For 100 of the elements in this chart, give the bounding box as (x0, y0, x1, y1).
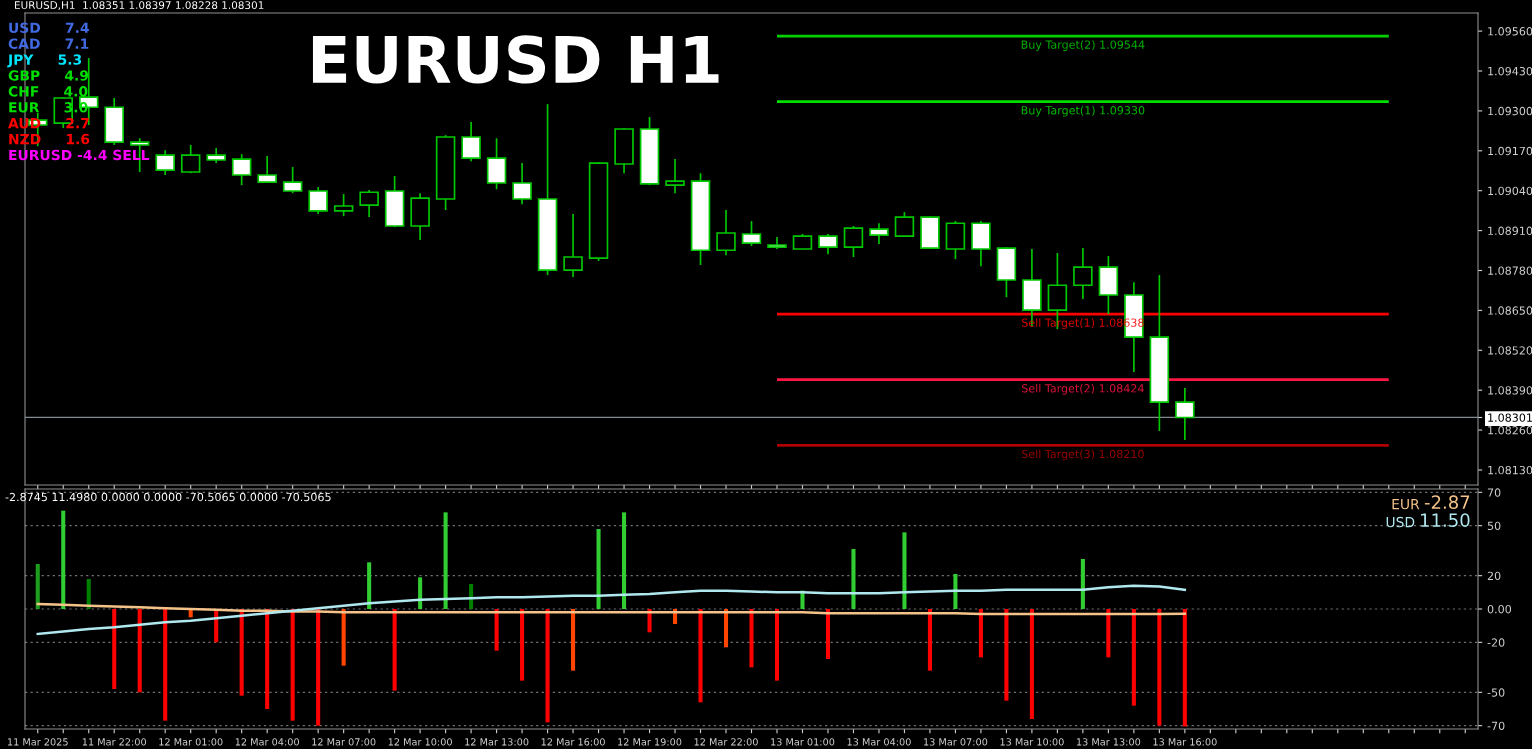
bar (1157, 609, 1162, 726)
line-series (36, 584, 1187, 636)
candlestick (843, 225, 864, 258)
bar (61, 510, 66, 609)
candlestick (818, 233, 838, 256)
bar (571, 609, 576, 671)
y-tick-label: -50 (1487, 688, 1505, 697)
line-series (36, 602, 1187, 616)
annotation: USD 7.4 (9, 22, 89, 34)
x-tick-label: 12 Mar 13:00 (465, 738, 529, 746)
bar (698, 609, 703, 703)
x-tick-label: 13 Mar 16:00 (1153, 738, 1217, 746)
y-tick-label: 1.08650 (1488, 306, 1532, 315)
x-tick-label: 12 Mar 04:00 (235, 738, 299, 746)
y-tick-label: 50 (1487, 521, 1501, 531)
bar (367, 562, 372, 609)
bar (112, 609, 117, 689)
candlestick (359, 189, 379, 218)
y-tick-label: 20 (1487, 571, 1501, 581)
candlestick (869, 222, 889, 245)
y-tick-label: 1.08301 (1488, 413, 1532, 422)
candlestick (461, 121, 481, 163)
annotation: JPY 5.3 (7, 54, 82, 68)
annotation: CAD 7.1 (8, 38, 89, 49)
x-tick-label: 12 Mar 16:00 (541, 738, 605, 746)
candlestick (1073, 247, 1093, 300)
bar (978, 609, 983, 658)
candlestick (894, 211, 915, 238)
y-tick-label: 1.08260 (1488, 426, 1532, 435)
bar (825, 609, 831, 659)
bar (418, 577, 423, 609)
bar (851, 549, 856, 609)
y-tick-label: 1.09040 (1488, 186, 1532, 196)
x-tick-label: 11 Mar 22:00 (82, 738, 147, 746)
y-tick-label: 1.09430 (1488, 66, 1532, 76)
bar (1004, 609, 1009, 701)
candlestick (333, 193, 354, 217)
bar (137, 609, 142, 693)
candlestick (180, 144, 201, 175)
bar (520, 609, 525, 681)
ref-line-label: Buy Target(1) 1.09330 (1021, 105, 1145, 117)
y-tick-label: -70 (1487, 721, 1505, 731)
bar (316, 609, 321, 726)
ref-line-label: Buy Target(2) 1.09544 (1021, 40, 1145, 51)
bar (774, 609, 780, 681)
x-tick-label: 13 Mar 01:00 (771, 738, 835, 746)
bar (341, 609, 346, 666)
x-tick-label: 12 Mar 07:00 (312, 738, 376, 746)
bar (35, 564, 40, 609)
candlestick (741, 220, 762, 247)
bar (723, 609, 729, 648)
bar (392, 609, 397, 691)
bar (749, 609, 754, 668)
y-tick-label: 1.08780 (1488, 266, 1532, 275)
y-tick-label: 1.09300 (1488, 106, 1532, 116)
annotation: -2.8745 11.4980 0.0000 0.0000 -70.5065 0.0000 -70.5065 (5, 492, 331, 502)
y-tick-label: 1.08130 (1488, 465, 1532, 475)
candlestick (257, 155, 277, 184)
annotation: -2.87 (1424, 495, 1470, 509)
bar (1029, 609, 1034, 719)
x-tick-label: 13 Mar 13:00 (1076, 738, 1141, 746)
y-tick-label: 1.09170 (1488, 146, 1532, 156)
bar (443, 512, 448, 609)
ref-line-label: Sell Target(2) 1.08424 (1022, 383, 1144, 395)
candlestick (155, 149, 175, 176)
y-tick-label: -20 (1487, 638, 1505, 647)
bar (163, 609, 168, 721)
bar (596, 529, 601, 609)
y-tick-label: 1.08390 (1488, 386, 1532, 395)
bar (1182, 609, 1187, 727)
x-tick-label: 13 Mar 04:00 (847, 738, 911, 746)
text: EURUSD,H1 1.08351 1.08397 1.08228 1.08301 (15, 1, 264, 11)
bar (953, 574, 958, 609)
x-tick-label: 12 Mar 10:00 (388, 738, 452, 746)
candlestick (716, 209, 736, 256)
candlestick (665, 158, 685, 194)
bar (902, 532, 907, 609)
x-tick-label: 12 Mar 19:00 (618, 738, 682, 746)
annotation: 11.50 (1421, 513, 1470, 527)
candlestick (1175, 387, 1195, 441)
bar (545, 609, 550, 723)
bar (469, 584, 474, 609)
text: USD (1386, 516, 1415, 528)
bar (494, 609, 499, 651)
x-tick-label: 13 Mar 10:00 (1000, 738, 1064, 746)
bar (290, 609, 295, 721)
annotation: CHF 4.0 (8, 86, 88, 97)
bar (622, 512, 627, 609)
chart-title: EURUSD H1 (312, 35, 719, 84)
y-tick-label: 0.00 (1487, 604, 1512, 614)
x-tick-label: 12 Mar 01:00 (159, 738, 223, 746)
candlestick (308, 186, 328, 215)
bar (927, 609, 932, 671)
bar (1106, 609, 1111, 658)
x-tick-label: 11 Mar 2025 (7, 738, 68, 746)
ref-line-label: Sell Target(3) 1.08210 (1022, 449, 1144, 461)
x-tick-label: 13 Mar 07:00 (924, 738, 988, 746)
candlestick (512, 162, 532, 206)
y-tick-label: 1.08910 (1488, 226, 1532, 235)
x-tick-label: 12 Mar 22:00 (694, 738, 758, 746)
